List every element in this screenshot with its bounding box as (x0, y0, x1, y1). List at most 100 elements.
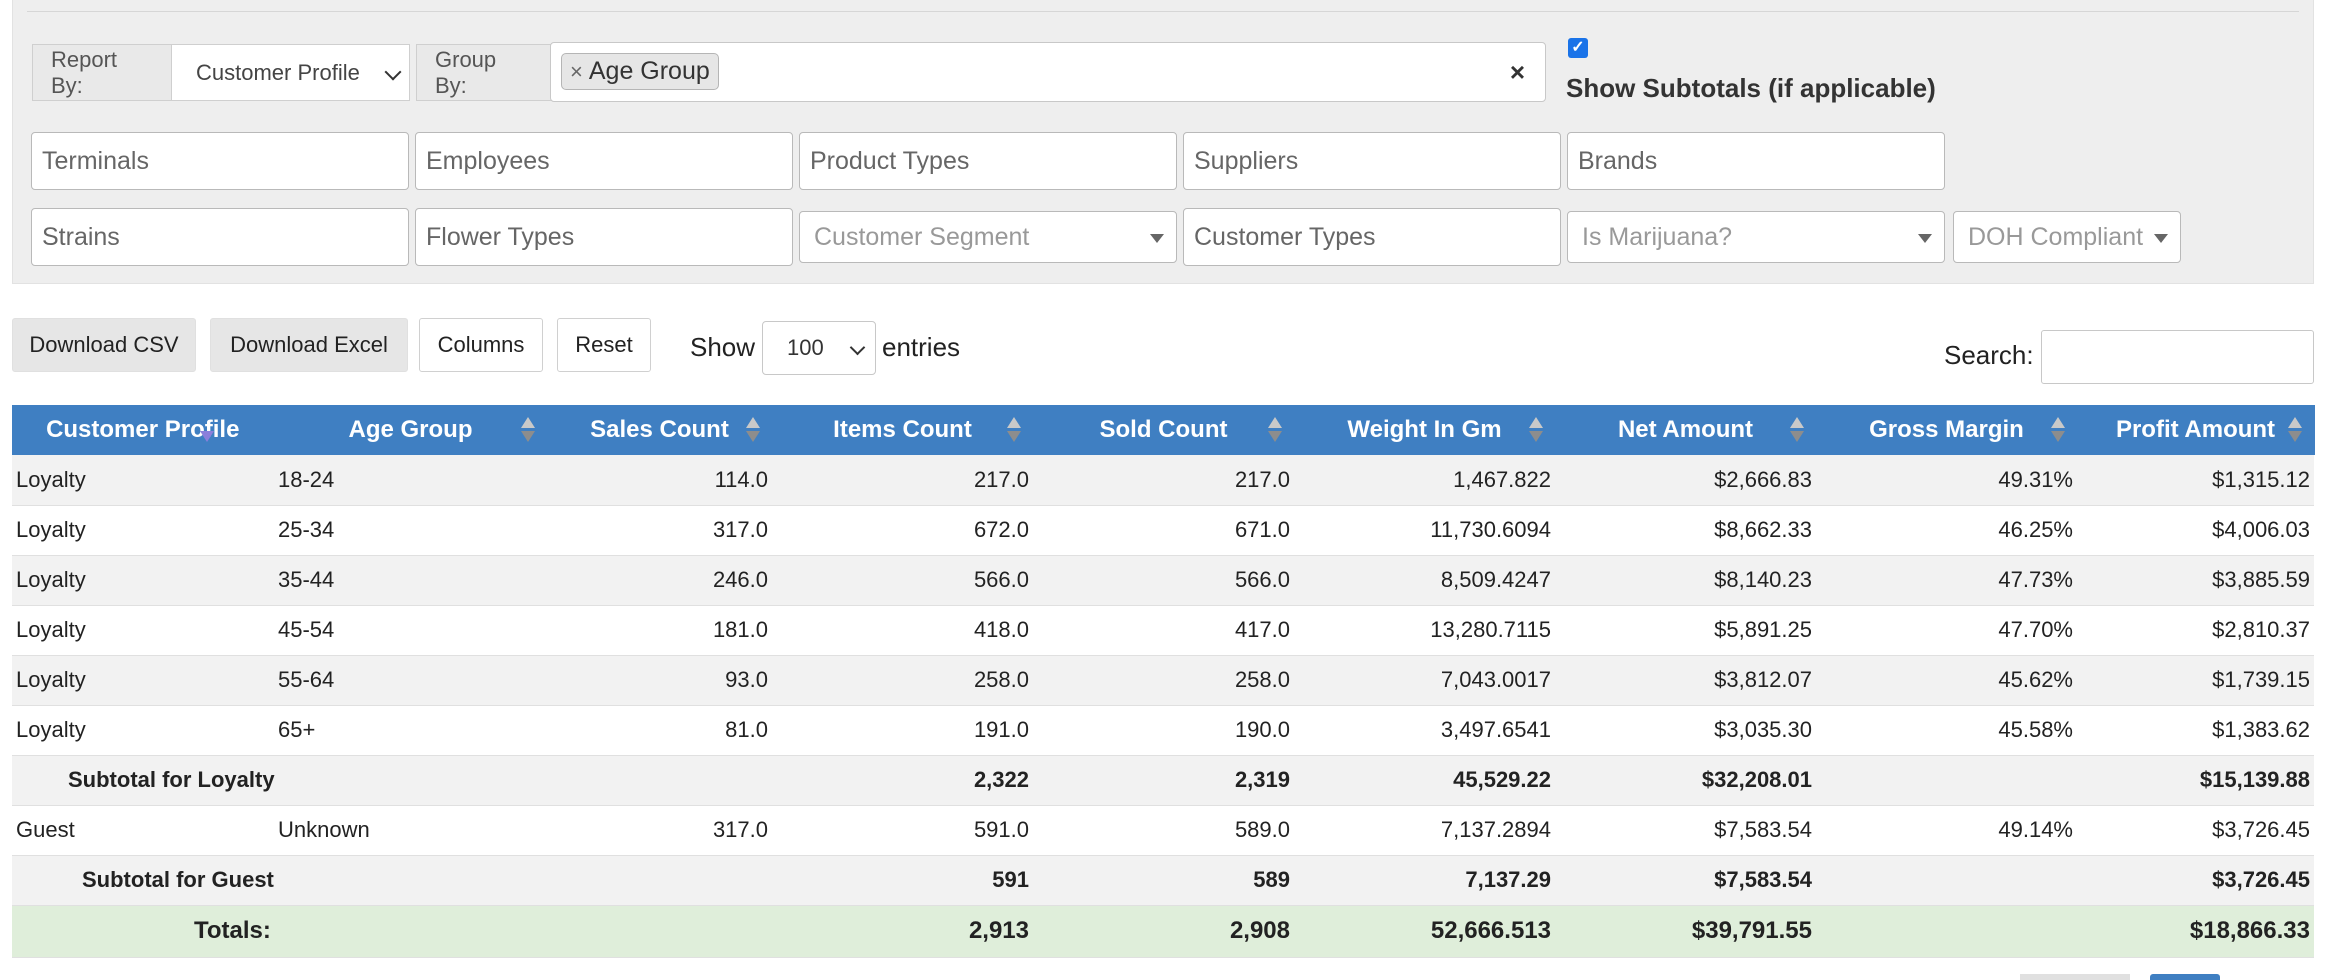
suppliers-input[interactable]: Suppliers (1183, 132, 1561, 190)
cell (547, 855, 772, 906)
doh-compliant-select[interactable]: DOH Compliant (1953, 211, 2181, 263)
header-items-count[interactable]: Items Count (772, 405, 1034, 455)
pagination-button[interactable] (2020, 974, 2130, 980)
search-label: Search: (1944, 340, 2034, 370)
cell: 47.73% (1816, 555, 2077, 606)
cell: Loyalty (12, 605, 274, 656)
customer-types-input[interactable]: Customer Types (1183, 208, 1561, 266)
cell: 417.0 (1033, 605, 1294, 656)
header-label: Sales Count (590, 416, 729, 443)
entries-label: entries (882, 332, 961, 362)
is-marijuana-placeholder: Is Marijuana? (1582, 222, 1733, 251)
cell: $3,035.30 (1555, 705, 1816, 756)
cell: $7,583.54 (1555, 805, 1816, 856)
subtotal-row: Subtotal for Guest 591 589 7,137.29 $7,5… (12, 855, 2314, 906)
cell: 3,497.6541 (1294, 705, 1555, 756)
sort-icon (2050, 417, 2065, 443)
brands-input[interactable]: Brands (1567, 132, 1945, 190)
cell: 591 (772, 855, 1033, 906)
flower-types-input[interactable]: Flower Types (415, 208, 793, 266)
pagination-button-active[interactable] (2150, 974, 2220, 980)
tag-remove-icon[interactable]: × (570, 58, 583, 84)
cell: Guest (12, 805, 274, 856)
search-input[interactable] (2041, 330, 2314, 384)
cell: 114.0 (547, 455, 772, 506)
cell: 191.0 (772, 705, 1033, 756)
show-subtotals-checkbox[interactable]: ✓ (1568, 38, 1588, 58)
cell: 317.0 (547, 505, 772, 556)
header-profit-amount[interactable]: Profit Amount (2077, 405, 2315, 455)
cell: $15,139.88 (2077, 755, 2314, 806)
cell: $3,726.45 (2077, 855, 2314, 906)
cell: 190.0 (1033, 705, 1294, 756)
product-types-input[interactable]: Product Types (799, 132, 1177, 190)
cell: Loyalty (12, 505, 274, 556)
columns-button[interactable]: Columns (419, 318, 543, 372)
header-age-group[interactable]: Age Group (274, 405, 548, 455)
doh-compliant-placeholder: DOH Compliant (1968, 222, 2144, 251)
cell: 45.62% (1816, 655, 2077, 706)
cell (1816, 855, 2077, 906)
cell: Loyalty (12, 655, 274, 706)
header-sales-count[interactable]: Sales Count (547, 405, 773, 455)
group-by-tag: × Age Group (561, 53, 719, 90)
header-label: Gross Margin (1869, 416, 2024, 443)
sort-icon (2287, 417, 2302, 443)
header-customer-profile[interactable]: Customer Profile (12, 405, 275, 455)
cell: $8,140.23 (1555, 555, 1816, 606)
table-row: Loyalty 45-54 181.0 418.0 417.0 13,280.7… (12, 605, 2314, 656)
table-row: Guest Unknown 317.0 591.0 589.0 7,137.28… (12, 805, 2314, 856)
cell: 181.0 (547, 605, 772, 656)
cell: Loyalty (12, 455, 274, 506)
header-sold-count[interactable]: Sold Count (1033, 405, 1295, 455)
employees-input[interactable]: Employees (415, 132, 793, 190)
group-by-label: Group By: (416, 44, 552, 101)
cell: 93.0 (547, 655, 772, 706)
cell: 258.0 (772, 655, 1033, 706)
cell: 7,043.0017 (1294, 655, 1555, 706)
entries-select[interactable]: 100 (762, 321, 876, 375)
sort-icon (1789, 417, 1804, 443)
cell: $3,726.45 (2077, 805, 2314, 856)
download-csv-button[interactable]: Download CSV (12, 318, 196, 372)
totals-row: Totals: 2,913 2,908 52,666.513 $39,791.5… (12, 905, 2314, 958)
show-subtotals-label: Show Subtotals (if applicable) (1566, 73, 1936, 103)
cell: 566.0 (772, 555, 1033, 606)
cell: 2,322 (772, 755, 1033, 806)
cell: 217.0 (1033, 455, 1294, 506)
sort-icon (1267, 417, 1282, 443)
table-row: Loyalty 55-64 93.0 258.0 258.0 7,043.001… (12, 655, 2314, 706)
strains-input[interactable]: Strains (31, 208, 409, 266)
table-header-row: Customer Profile Age Group Sales Count I… (12, 405, 2315, 455)
cell: $18,866.33 (2077, 905, 2314, 958)
cell: $1,383.62 (2077, 705, 2314, 756)
cell: 8,509.4247 (1294, 555, 1555, 606)
cell: $32,208.01 (1555, 755, 1816, 806)
group-by-tag-label: Age Group (588, 57, 710, 85)
header-weight-in-gm[interactable]: Weight In Gm (1294, 405, 1556, 455)
sort-icon (745, 417, 760, 443)
header-gross-margin[interactable]: Gross Margin (1816, 405, 2078, 455)
cell: $7,583.54 (1555, 855, 1816, 906)
download-excel-button[interactable]: Download Excel (210, 318, 408, 372)
cell: Loyalty (12, 555, 274, 606)
cell: 2,908 (1033, 905, 1294, 958)
cell: 672.0 (772, 505, 1033, 556)
clear-icon[interactable]: × (1509, 57, 1525, 87)
report-by-select[interactable]: Customer Profile (171, 44, 410, 101)
cell: 589 (1033, 855, 1294, 906)
cell: 2,913 (772, 905, 1033, 958)
cell: 81.0 (547, 705, 772, 756)
chevron-down-icon (849, 339, 866, 356)
report-by-value: Customer Profile (196, 59, 360, 85)
header-label: Items Count (833, 416, 972, 443)
totals-label: Totals: (12, 905, 547, 958)
customer-segment-select[interactable]: Customer Segment (799, 211, 1177, 263)
terminals-input[interactable]: Terminals (31, 132, 409, 190)
reset-button[interactable]: Reset (557, 318, 651, 372)
is-marijuana-select[interactable]: Is Marijuana? (1567, 211, 1945, 263)
cell: 11,730.6094 (1294, 505, 1555, 556)
header-net-amount[interactable]: Net Amount (1555, 405, 1817, 455)
group-by-multiselect[interactable]: × Age Group × (550, 42, 1546, 102)
table-row: Loyalty 18-24 114.0 217.0 217.0 1,467.82… (12, 455, 2314, 506)
